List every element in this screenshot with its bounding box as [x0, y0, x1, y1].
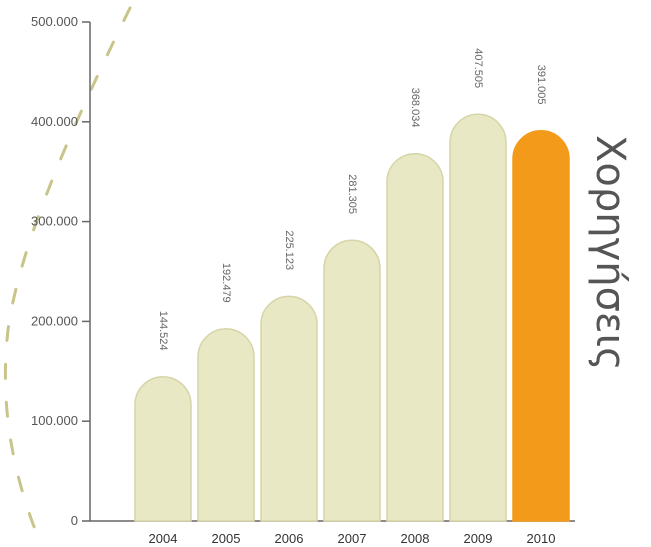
bar-2007	[323, 239, 381, 522]
data-labels: 144.524 192.479 225.123 281.305 368.034 407.5…	[157, 48, 547, 350]
data-label-2008: 368.034	[409, 88, 421, 128]
x-tick-label-2008: 2008	[401, 531, 430, 546]
data-label-2005: 192.479	[220, 263, 232, 303]
x-tick-labels: 2004 2005 2006 2007 2008 2009 2010	[149, 531, 556, 546]
bar-2008	[386, 152, 444, 522]
y-tick-label: 0	[71, 513, 78, 528]
y-tick-label: 400.000	[31, 114, 78, 129]
x-tick-label-2004: 2004	[149, 531, 178, 546]
bar-2004	[134, 376, 192, 522]
x-tick-label-2009: 2009	[464, 531, 493, 546]
y-tick-label: 500.000	[31, 14, 78, 29]
x-tick-label-2005: 2005	[212, 531, 241, 546]
data-label-2007: 281.305	[346, 174, 358, 214]
bar-2006	[260, 295, 318, 522]
chart-title: Χορηγήσεις	[587, 135, 633, 371]
y-tick-label: 200.000	[31, 313, 78, 328]
x-tick-label-2010: 2010	[527, 531, 556, 546]
bar-2009	[449, 113, 507, 522]
x-tick-label-2007: 2007	[338, 531, 367, 546]
decorative-dashed-curve	[3, 6, 132, 547]
dashed-curve	[3, 6, 132, 547]
bars	[134, 113, 570, 522]
data-label-2010: 391.005	[535, 65, 547, 105]
data-label-2006: 225.123	[283, 230, 295, 270]
bar-2010	[512, 130, 570, 522]
data-label-2004: 144.524	[157, 311, 169, 351]
x-tick-label-2006: 2006	[275, 531, 304, 546]
bar-2005	[197, 328, 255, 522]
data-label-2009: 407.505	[472, 48, 484, 88]
y-tick-label: 100.000	[31, 413, 78, 428]
y-tick-label: 300.000	[31, 214, 78, 229]
y-ticks: 0 100.000 200.000 300.000 400.000 500.000	[31, 14, 90, 528]
